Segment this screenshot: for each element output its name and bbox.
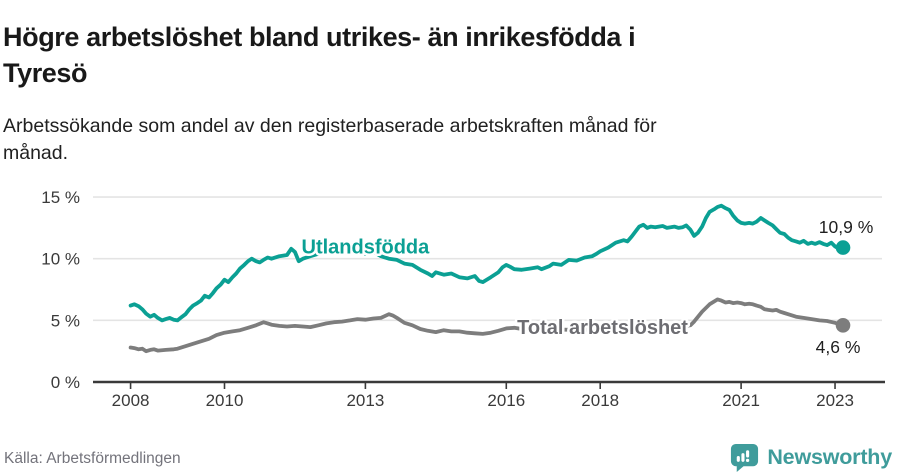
y-axis-tick-label: 0 % — [51, 373, 80, 392]
x-axis-tick-label: 2013 — [346, 391, 384, 410]
end-value-annotation-utlandsfodda: 10,9 % — [819, 217, 873, 237]
x-axis-tick-label: 2008 — [112, 391, 150, 410]
series-line-total — [128, 297, 845, 354]
page-title-line-1: Högre arbetslöshet bland utrikes- än inr… — [3, 22, 636, 53]
newsworthy-brand: Newsworthy — [729, 441, 892, 473]
series-line-utlandsfodda — [128, 203, 845, 323]
series-label-total: Total arbetslöshet — [517, 317, 688, 339]
page-title-line-2: Tyresö — [3, 57, 88, 88]
series-end-dot-utlandsfodda — [835, 240, 851, 255]
y-axis-tick-label: 10 % — [41, 250, 80, 269]
y-axis-tick-label: 15 % — [41, 188, 80, 207]
page-title: Högre arbetslöshet bland utrikes- än inr… — [3, 20, 893, 92]
x-axis-tick-label: 2016 — [487, 391, 525, 410]
line-chart: 0 % 5 % 10 % 15 % 2008 2010 2013 2016 2018 2021 20… — [0, 165, 900, 425]
page-subtitle-line-1: Arbetssökande som andel av den registerb… — [3, 114, 657, 137]
end-value-annotation-total: 4,6 % — [816, 337, 861, 357]
x-axis-tick-label: 2010 — [206, 391, 244, 410]
series-label-utlandsfodda: Utlandsfödda — [302, 236, 431, 258]
source-note: Källa: Arbetsförmedlingen — [4, 450, 181, 467]
page-subtitle: Arbetssökande som andel av den registerb… — [3, 113, 863, 168]
line-chart-svg: 0 % 5 % 10 % 15 % 2008 2010 2013 2016 2018 2021 20… — [41, 188, 885, 410]
page-subtitle-line-2: månad. — [3, 142, 69, 165]
x-axis-tick-label: 2021 — [722, 391, 760, 410]
x-axis-tick-label: 2023 — [816, 391, 854, 410]
speech-bubble-bar-chart-icon — [731, 443, 759, 472]
y-axis-tick-label: 5 % — [51, 311, 80, 330]
x-axis-tick-label: 2018 — [581, 391, 619, 410]
brand-name: Newsworthy — [767, 444, 892, 469]
series-end-dot-total — [835, 317, 851, 333]
